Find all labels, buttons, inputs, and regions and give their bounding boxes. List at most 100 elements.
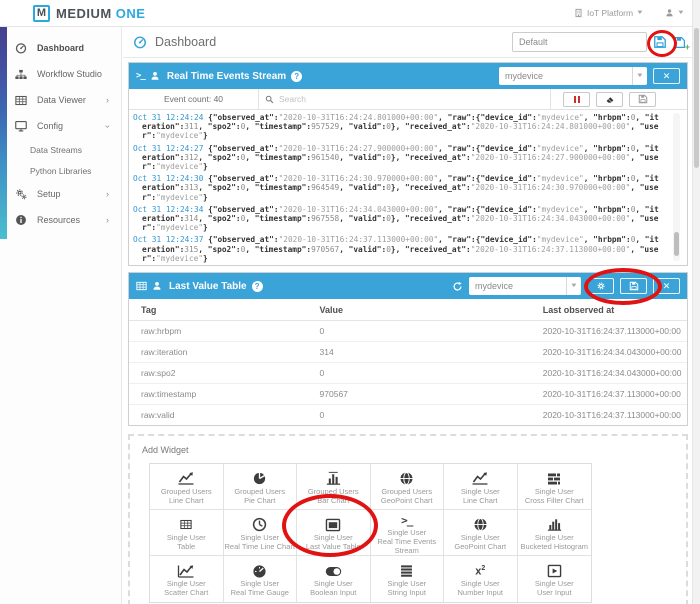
sidebar-item-label: Resources [37,215,81,225]
widget-option-single-user-real-time-events-stream[interactable]: >_ Single User Real Time Events Stream [370,510,444,556]
gauge-icon [15,42,28,54]
log-scrollbar-thumb[interactable] [674,232,679,256]
sidebar-item-data-streams[interactable]: Data Streams [0,139,121,160]
platform-menu[interactable]: IoT Platform [586,8,634,18]
page-scrollbar-thumb[interactable] [694,28,699,168]
widget-option-single-user-bucketed-histogram[interactable]: Single User Bucketed Histogram [517,510,591,556]
sidebar-item-label: Setup [37,189,61,199]
widget-option-single-user-user-input[interactable]: Single User User Input [518,556,592,602]
widget-option-single-user-number-input[interactable]: x2 Single User Number Input [444,556,518,602]
cell-last-observed: 2020-10-31T16:24:34.043000+00:00 [530,362,687,384]
widget-title: Real Time Events Stream [166,70,287,82]
table-icon [136,281,147,291]
widget-option-single-user-string-input[interactable]: Single User String Input [371,556,444,602]
widget-option-single-user-real-time-gauge[interactable]: Single User Real Time Gauge [224,556,297,602]
widget-option-grouped-users-bar-chart[interactable]: Grouped Users Bar Chart [297,464,371,510]
last-value-table: Tag Value Last observed at raw:hrbpm 0 202… [129,299,687,425]
event-log-entry: Oct 31 12:24:27 {"observed_at":"2020-10-… [133,143,659,172]
help-icon[interactable]: ? [251,280,263,292]
close-widget-button[interactable]: ✕ [653,68,680,84]
widget-option-user-type: Single User [313,532,353,542]
sidebar-item-label: Config [37,121,64,131]
sidebar-item-resources[interactable]: Resources › [0,207,121,233]
sidebar-item-setup[interactable]: Setup › [0,181,121,207]
settings-gear-button[interactable] [587,278,614,294]
column-header-tag: Tag [129,299,308,321]
user-icon[interactable] [665,8,674,18]
caret-down-icon: ▼ [632,67,647,85]
cell-value: 314 [307,341,531,363]
widget-option-single-user-boolean-input[interactable]: Single User Boolean Input [297,556,371,602]
export-button[interactable] [629,91,656,107]
widget-option-name: GeoPoint Chart [380,495,433,505]
widget-option-user-type: Single User [240,532,280,542]
device-filter-select[interactable]: mydevice ▼ [469,277,581,295]
lines-icon [399,563,414,579]
add-widget-title: Add Widget [142,445,189,455]
widget-option-single-user-geopoint-chart[interactable]: Single User GeoPoint Chart [444,510,518,556]
page-scrollbar [692,0,700,604]
medium-one-logo-icon: M [33,4,50,22]
export-button[interactable] [620,278,647,294]
widget-option-single-user-last-value-table[interactable]: Single User Last Value Table [297,510,371,556]
add-dashboard-button[interactable]: + [673,36,690,52]
terminal-icon: >_ [401,513,413,527]
widget-option-single-user-cross-filter-chart[interactable]: Single User Cross Filter Chart [517,464,591,510]
widget-option-name: Real Time Events Stream [377,537,437,555]
gauge-fill-icon [252,563,267,579]
refresh-icon[interactable] [452,281,463,292]
desktop-icon [15,120,28,132]
cell-tag: raw:timestamp [129,383,308,405]
event-log: Oct 31 12:24:24 {"observed_at":"2020-10-… [129,110,687,265]
chevron-right-icon: › [106,94,109,105]
caret-down-icon[interactable]: ▼ [635,10,645,16]
sidebar-item-config[interactable]: Config › [0,113,121,139]
widget-option-grouped-users-geopoint-chart[interactable]: Grouped Users GeoPoint Chart [370,464,444,510]
save-dashboard-button[interactable] [653,35,667,49]
widget-option-single-user-scatter-chart[interactable]: Single User Scatter Chart [150,556,224,602]
sidebar-item-data-viewer[interactable]: Data Viewer › [0,87,121,113]
widget-option-single-user-real-time-line-chart[interactable]: Single User Real Time Line Chart [223,510,297,556]
search-input[interactable] [279,94,544,104]
widget-option-user-type: Single User [534,532,574,542]
widget-title: Last Value Table [169,280,247,292]
add-widget-panel: Add Widget Grouped Users Line Chart Groupe… [128,434,688,604]
sidebar-accent-strip [0,27,7,239]
widget-option-user-type: Grouped Users [234,486,286,496]
medium-one-brand: M MEDIUM ONE [33,4,146,22]
page-title: Dashboard [155,35,217,49]
sidebar-item-python-libraries[interactable]: Python Libraries [0,160,121,181]
widget-option-name: User Input [536,588,572,597]
help-icon[interactable]: ? [291,70,303,82]
dashboard-icon [133,35,147,49]
widget-option-user-type: Single User [460,579,500,588]
last-value-icon [325,517,341,533]
sidebar-item-label: Python Libraries [30,165,92,176]
pause-button[interactable] [563,91,590,107]
widget-option-name: Last Value Table [305,541,361,551]
caret-down-icon[interactable]: ▼ [676,10,686,16]
close-widget-button[interactable]: ✕ [653,278,680,294]
widget-option-grouped-users-line-chart[interactable]: Grouped Users Line Chart [150,464,224,510]
event-count: Event count: 40 [129,89,259,109]
table-icon [15,95,28,106]
sidebar-item-workflow-studio[interactable]: Workflow Studio [0,61,121,87]
bar-chart-icon [325,471,342,487]
sidebar-item-dashboard[interactable]: Dashboard [0,35,121,61]
widget-option-user-type: Single User [460,486,500,496]
widget-option-user-type: Grouped Users [160,486,212,496]
device-filter-select[interactable]: mydevice ▼ [499,67,647,85]
widget-option-single-user-table[interactable]: Single User Table [150,510,224,556]
widget-option-user-type: Single User [460,532,500,542]
widget-option-name: GeoPoint Chart [454,541,507,551]
cell-tag: raw:iteration [129,341,308,363]
widget-option-grouped-users-pie-chart[interactable]: Grouped Users Pie Chart [223,464,297,510]
sidebar-item-label: Data Streams [30,144,82,155]
dashboard-name-input[interactable] [512,32,647,52]
widget-option-user-type: Grouped Users [381,486,433,496]
globe-icon [473,517,488,533]
widget-option-single-user-line-chart[interactable]: Single User Line Chart [444,464,518,510]
table-icon [180,517,192,533]
brand-one-text: ONE [115,5,146,21]
clear-button[interactable] [596,91,623,107]
